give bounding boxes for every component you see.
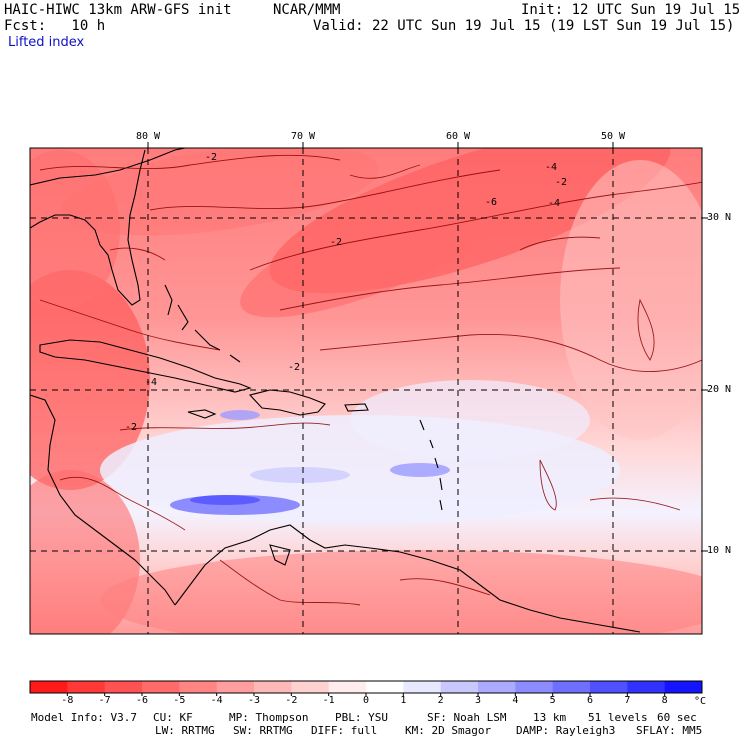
- contour-label: -2: [330, 237, 342, 248]
- colorbar-swatch: [254, 681, 292, 693]
- coastlines: [30, 148, 641, 633]
- colorbar-tick-label: 7: [624, 695, 631, 706]
- colorbar-swatch: [590, 681, 628, 693]
- vertical-levels: 51 levels: [588, 711, 648, 724]
- colorbar-tick-label: -4: [210, 695, 223, 706]
- colorbar-tick-label: 0: [362, 695, 370, 706]
- longitude-label: 80 W: [135, 131, 161, 142]
- contour-label: -4: [145, 377, 157, 388]
- colorbar-tick-label: -7: [98, 695, 111, 706]
- latitude-label: 30 N: [707, 212, 732, 223]
- latitude-label: 20 N: [707, 384, 732, 395]
- colorbar-tick-label: -6: [135, 695, 149, 706]
- colorbar-swatch: [478, 681, 516, 693]
- graticule: [30, 148, 702, 634]
- model-info: Model Info: V3.7: [31, 711, 137, 724]
- colorbar-unit: °C: [694, 696, 707, 707]
- contour-label: -4: [548, 198, 560, 209]
- model-title: HAIC-HIWC 13km ARW-GFS init: [4, 2, 232, 18]
- damping-option: DAMP: Rayleigh3: [516, 724, 616, 737]
- longitude-label: 50 W: [600, 131, 626, 142]
- eddy-coefficient-option: KM: 2D Smagor: [405, 724, 492, 737]
- valid-time: Valid: 22 UTC Sun 19 Jul 15 (19 LST Sun …: [313, 18, 735, 34]
- surface-layer-option: SFLAY: MM5: [636, 724, 703, 737]
- grid-spacing: 13 km: [533, 711, 567, 724]
- colorbar-tick-label: -3: [247, 695, 261, 706]
- colorbar-tick-label: 3: [474, 695, 482, 706]
- diffusion-option: DIFF: full: [311, 724, 378, 737]
- longwave-scheme: LW: RRTMG: [155, 724, 215, 737]
- colorbar-swatch: [552, 681, 591, 693]
- map-ticks: [147, 142, 708, 552]
- contour-label: -2: [125, 422, 137, 433]
- microphysics-scheme: MP: Thompson: [229, 711, 309, 724]
- colorbar-tick-label: 4: [512, 695, 519, 706]
- forecast-hour: Fcst: 10 h: [4, 18, 106, 34]
- longitude-label: 70 W: [290, 131, 316, 142]
- init-time: Init: 12 UTC Sun 19 Jul 15: [521, 2, 740, 18]
- colorbar-swatch: [30, 681, 68, 693]
- colorbar-swatch: [440, 681, 479, 693]
- colorbar-swatch: [104, 681, 143, 693]
- colorbar-tick-label: 5: [549, 695, 556, 706]
- field-name: Lifted index: [8, 35, 85, 50]
- colorbar: [29, 680, 703, 696]
- colorbar-swatch: [142, 681, 180, 693]
- colorbar-tick-label: 6: [586, 695, 594, 706]
- contour-label: -4: [545, 162, 557, 173]
- contour-label: -2: [205, 152, 217, 163]
- colorbar-swatch: [328, 681, 367, 693]
- colorbar-tick-label: 2: [437, 695, 444, 706]
- latitude-label: 10 N: [707, 545, 732, 556]
- pbl-scheme: PBL: YSU: [335, 711, 388, 724]
- contour-value-labels: -2 -2 -4 -4 -6 -4 -2 -2 -2: [125, 152, 567, 433]
- colorbar-swatch: [216, 681, 255, 693]
- organization-label: NCAR/MMM: [273, 2, 341, 18]
- contour-label: -2: [555, 177, 567, 188]
- longitude-label: 60 W: [445, 131, 471, 142]
- colorbar-tick-label: 1: [400, 695, 407, 706]
- contour-label: -6: [485, 197, 497, 208]
- colorbar-swatch: [67, 681, 106, 693]
- contour-label: -2: [288, 362, 300, 373]
- colorbar-swatch: [403, 681, 442, 693]
- colorbar-tick-label: 8: [661, 695, 668, 706]
- colorbar-swatch: [664, 681, 703, 693]
- colorbar-swatch: [291, 681, 330, 693]
- colorbar-tick-label: -5: [173, 695, 186, 706]
- map-frame: [29, 147, 703, 635]
- colorbar-swatch: [179, 681, 218, 693]
- colorbar-swatch: [515, 681, 554, 693]
- colorbar-swatch: [627, 681, 666, 693]
- shortwave-scheme: SW: RRTMG: [233, 724, 293, 737]
- time-step: 60 sec: [657, 711, 697, 724]
- colorbar-tick-label: -1: [322, 695, 335, 706]
- colorbar-tick-label: -2: [285, 695, 298, 706]
- colorbar-swatch: [366, 681, 404, 693]
- colorbar-tick-label: -8: [61, 695, 74, 706]
- lifted-index-field: -2 -2 -4 -4 -6 -4 -2 -2 -2: [30, 148, 702, 634]
- surface-scheme: SF: Noah LSM: [427, 711, 507, 724]
- cumulus-scheme: CU: KF: [153, 711, 193, 724]
